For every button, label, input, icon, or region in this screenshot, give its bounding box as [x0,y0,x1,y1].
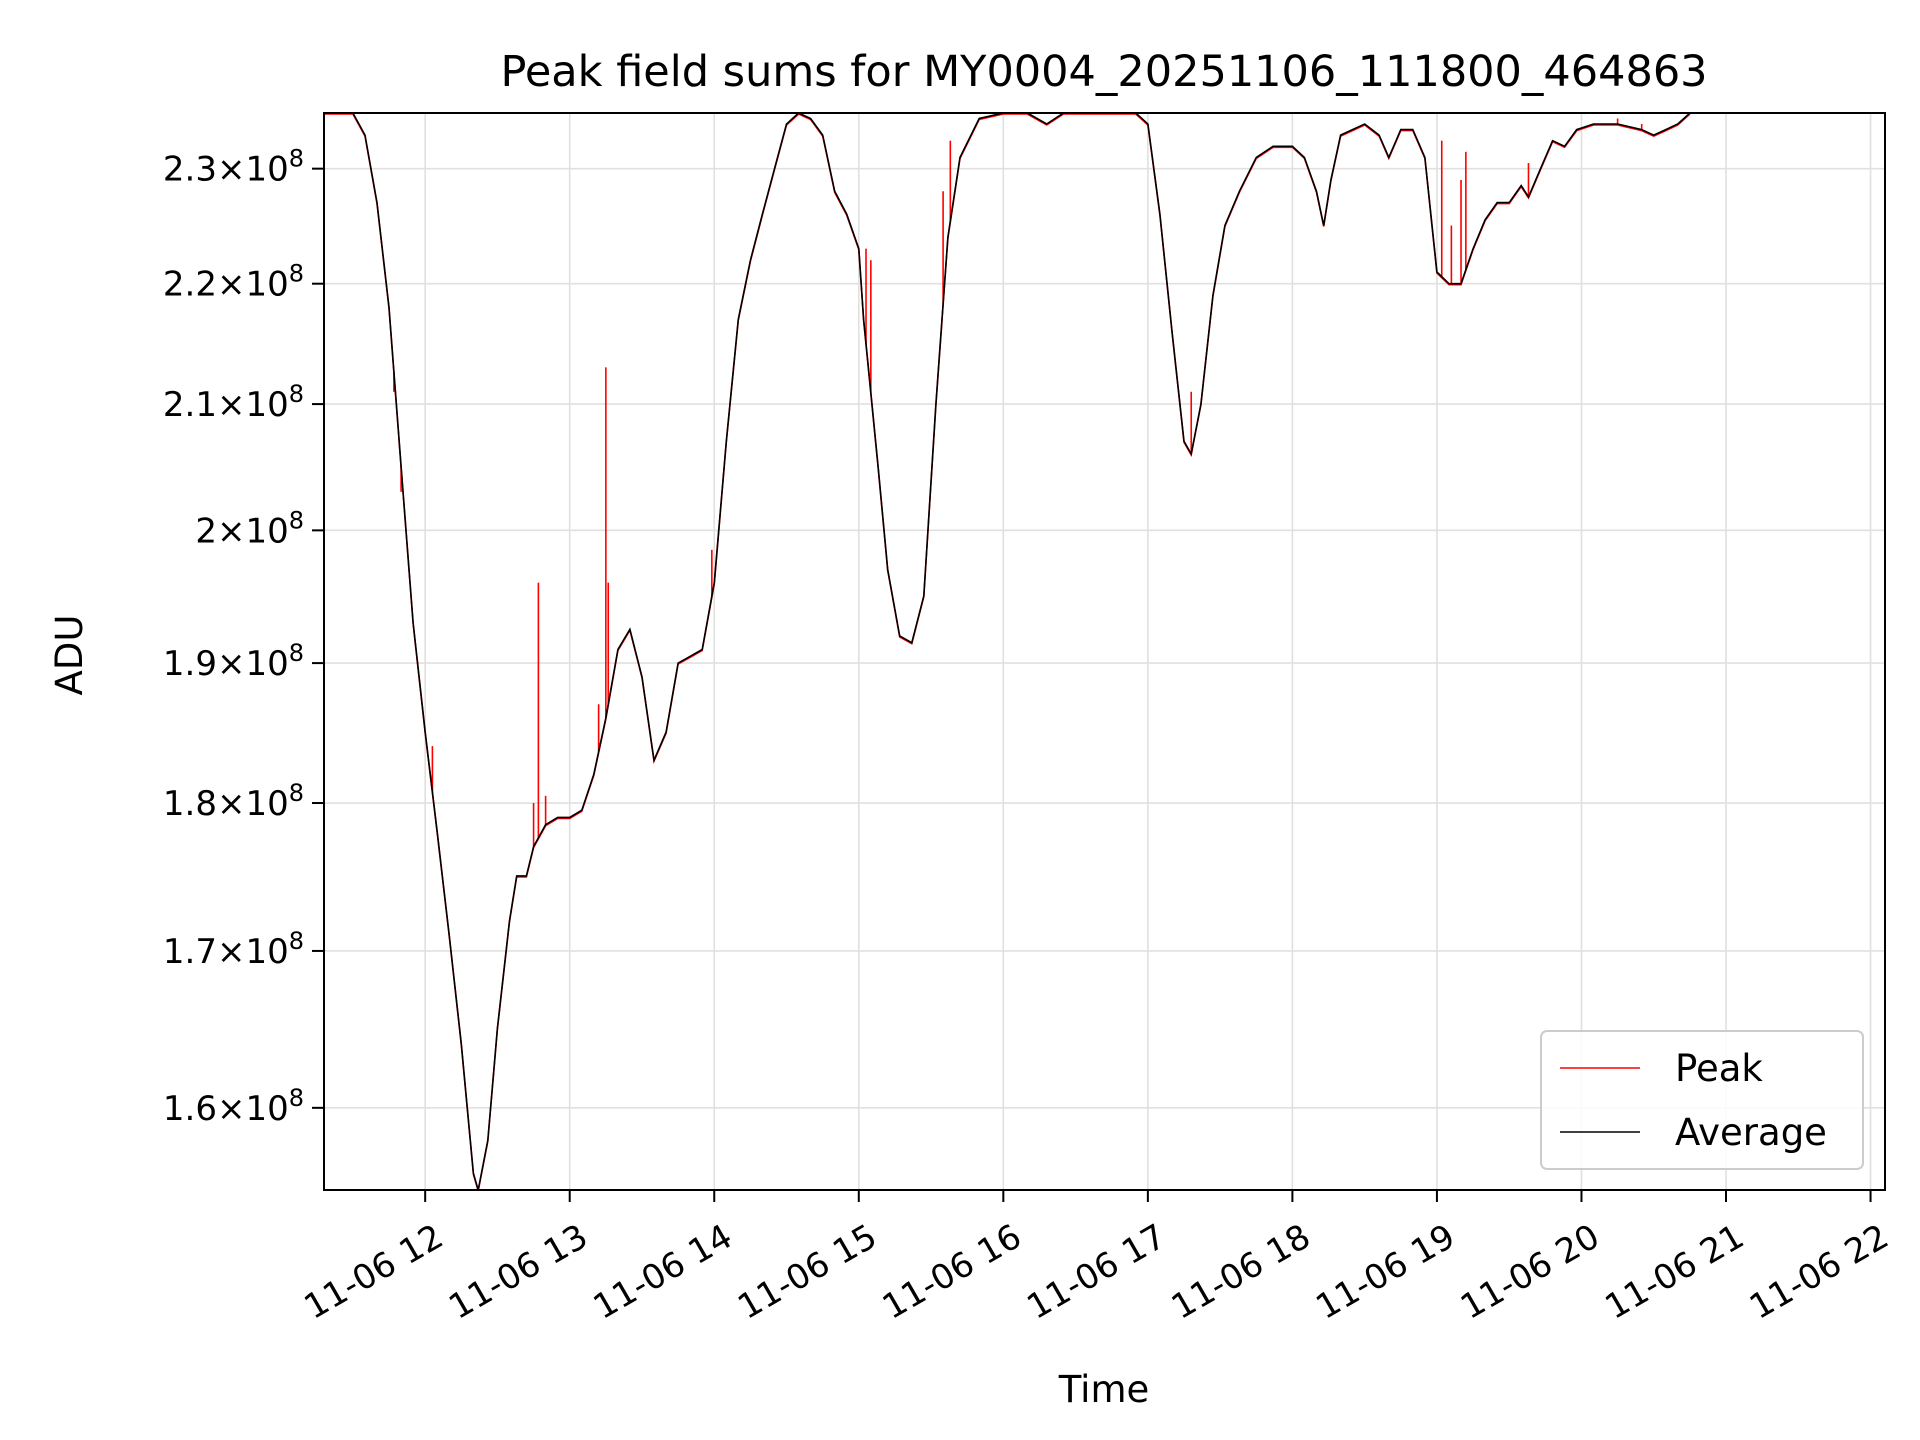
plot-frame [323,112,1886,1191]
legend-label-average: Average [1675,1111,1827,1154]
y-tick-label: 1.7×108 [163,927,304,972]
series-average [324,113,1691,1190]
y-tick-label: 2.3×108 [163,145,304,190]
y-tick-label: 1.8×108 [163,779,304,824]
y-tick-label: 2.2×108 [163,260,304,305]
y-axis-label: ADU [48,615,91,696]
legend-label-peak: Peak [1675,1047,1763,1090]
plot-area [324,113,1691,1190]
y-tick-label: 1.9×108 [163,639,304,684]
y-tick-label: 2×108 [195,506,304,551]
x-axis-label: Time [1058,1368,1150,1411]
legend: Peak Average [1540,1030,1864,1170]
grid [324,113,1885,1190]
y-axis: 1.6×108 1.7×108 1.8×108 1.9×108 2×108 2.1×108… [163,145,324,1129]
legend-box [1540,1030,1864,1170]
y-tick-label: 2.1×108 [163,380,304,425]
average-line [324,113,1691,1190]
y-tick-label: 1.6×108 [163,1084,304,1129]
chart-title: Peak field sums for MY0004_20251106_1118… [500,47,1707,97]
